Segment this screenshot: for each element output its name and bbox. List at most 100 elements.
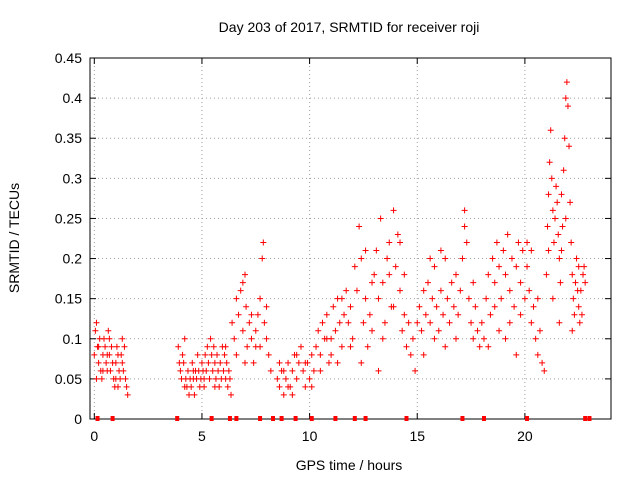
y-tick-label: 0.4 <box>63 90 83 106</box>
data-point <box>427 319 434 326</box>
data-point <box>293 351 300 358</box>
data-point <box>572 279 579 286</box>
data-point <box>334 359 341 366</box>
x-axis: 0 5 10 15 20 <box>90 58 533 444</box>
data-point <box>544 223 551 230</box>
data-point <box>184 367 191 374</box>
gap-marker <box>227 416 232 421</box>
data-point <box>390 303 397 310</box>
data-point <box>330 303 337 310</box>
data-point <box>502 335 509 342</box>
data-point <box>517 279 524 286</box>
data-point <box>420 351 427 358</box>
data-point <box>224 383 231 390</box>
data-point <box>558 247 565 254</box>
data-point <box>487 311 494 318</box>
data-point <box>180 359 187 366</box>
data-point <box>246 319 253 326</box>
x-axis-label: GPS time / hours <box>296 457 403 473</box>
data-point <box>511 303 518 310</box>
data-point <box>425 279 432 286</box>
data-point <box>175 343 182 350</box>
data-point <box>261 319 268 326</box>
data-point <box>480 335 487 342</box>
grid <box>90 57 611 420</box>
y-tick-label: 0.45 <box>55 50 82 66</box>
data-point <box>243 303 250 310</box>
data-point <box>267 367 274 374</box>
data-point <box>102 343 109 350</box>
data-point <box>181 335 188 342</box>
data-point <box>567 199 574 206</box>
data-point <box>119 359 126 366</box>
data-point <box>364 343 371 350</box>
data-point <box>412 367 419 374</box>
data-point <box>550 239 557 246</box>
x-tick-label: 20 <box>517 428 533 444</box>
data-point <box>263 335 270 342</box>
data-point <box>121 343 128 350</box>
data-point <box>455 311 462 318</box>
gap-marker <box>258 416 263 421</box>
data-point <box>92 327 99 334</box>
data-point <box>552 215 559 222</box>
data-point <box>446 319 453 326</box>
data-point <box>122 375 129 382</box>
data-point <box>93 319 100 326</box>
data-point <box>504 231 511 238</box>
gap-marker <box>309 416 314 421</box>
data-point <box>353 287 360 294</box>
data-point <box>113 343 120 350</box>
data-point <box>568 239 575 246</box>
data-point <box>571 311 578 318</box>
data-point <box>295 359 302 366</box>
data-point <box>562 215 569 222</box>
gap-marker <box>525 416 530 421</box>
gap-marker <box>270 416 275 421</box>
data-point <box>559 223 566 230</box>
data-point <box>386 271 393 278</box>
data-point <box>539 359 546 366</box>
data-point <box>332 327 339 334</box>
data-point <box>124 391 131 398</box>
data-point <box>338 343 345 350</box>
data-point <box>468 319 475 326</box>
data-point <box>289 367 296 374</box>
data-point <box>119 335 126 342</box>
gap-marker <box>587 416 592 421</box>
data-point <box>461 207 468 214</box>
data-point <box>356 223 363 230</box>
data-point <box>212 375 219 382</box>
data-point <box>433 303 440 310</box>
data-point <box>276 359 283 366</box>
data-point <box>106 335 113 342</box>
gap-marker <box>110 416 115 421</box>
data-point <box>379 335 386 342</box>
data-point <box>323 335 330 342</box>
data-point <box>476 343 483 350</box>
data-point <box>123 383 130 390</box>
data-point <box>228 391 235 398</box>
data-point <box>386 239 393 246</box>
data-point <box>437 247 444 254</box>
data-point <box>390 207 397 214</box>
data-point <box>300 367 307 374</box>
data-point <box>375 295 382 302</box>
gap-marker <box>352 416 357 421</box>
data-point <box>528 319 535 326</box>
y-tick-label: 0.1 <box>63 331 83 347</box>
data-point <box>524 239 531 246</box>
data-point <box>260 239 267 246</box>
data-point <box>308 383 315 390</box>
data-point <box>403 343 410 350</box>
data-point <box>442 343 449 350</box>
data-point <box>107 367 114 374</box>
data-point <box>297 343 304 350</box>
data-point <box>208 351 215 358</box>
data-point <box>341 311 348 318</box>
data-point <box>448 279 455 286</box>
data-point <box>465 295 472 302</box>
data-point <box>414 319 421 326</box>
data-point <box>557 279 564 286</box>
data-point <box>530 303 537 310</box>
